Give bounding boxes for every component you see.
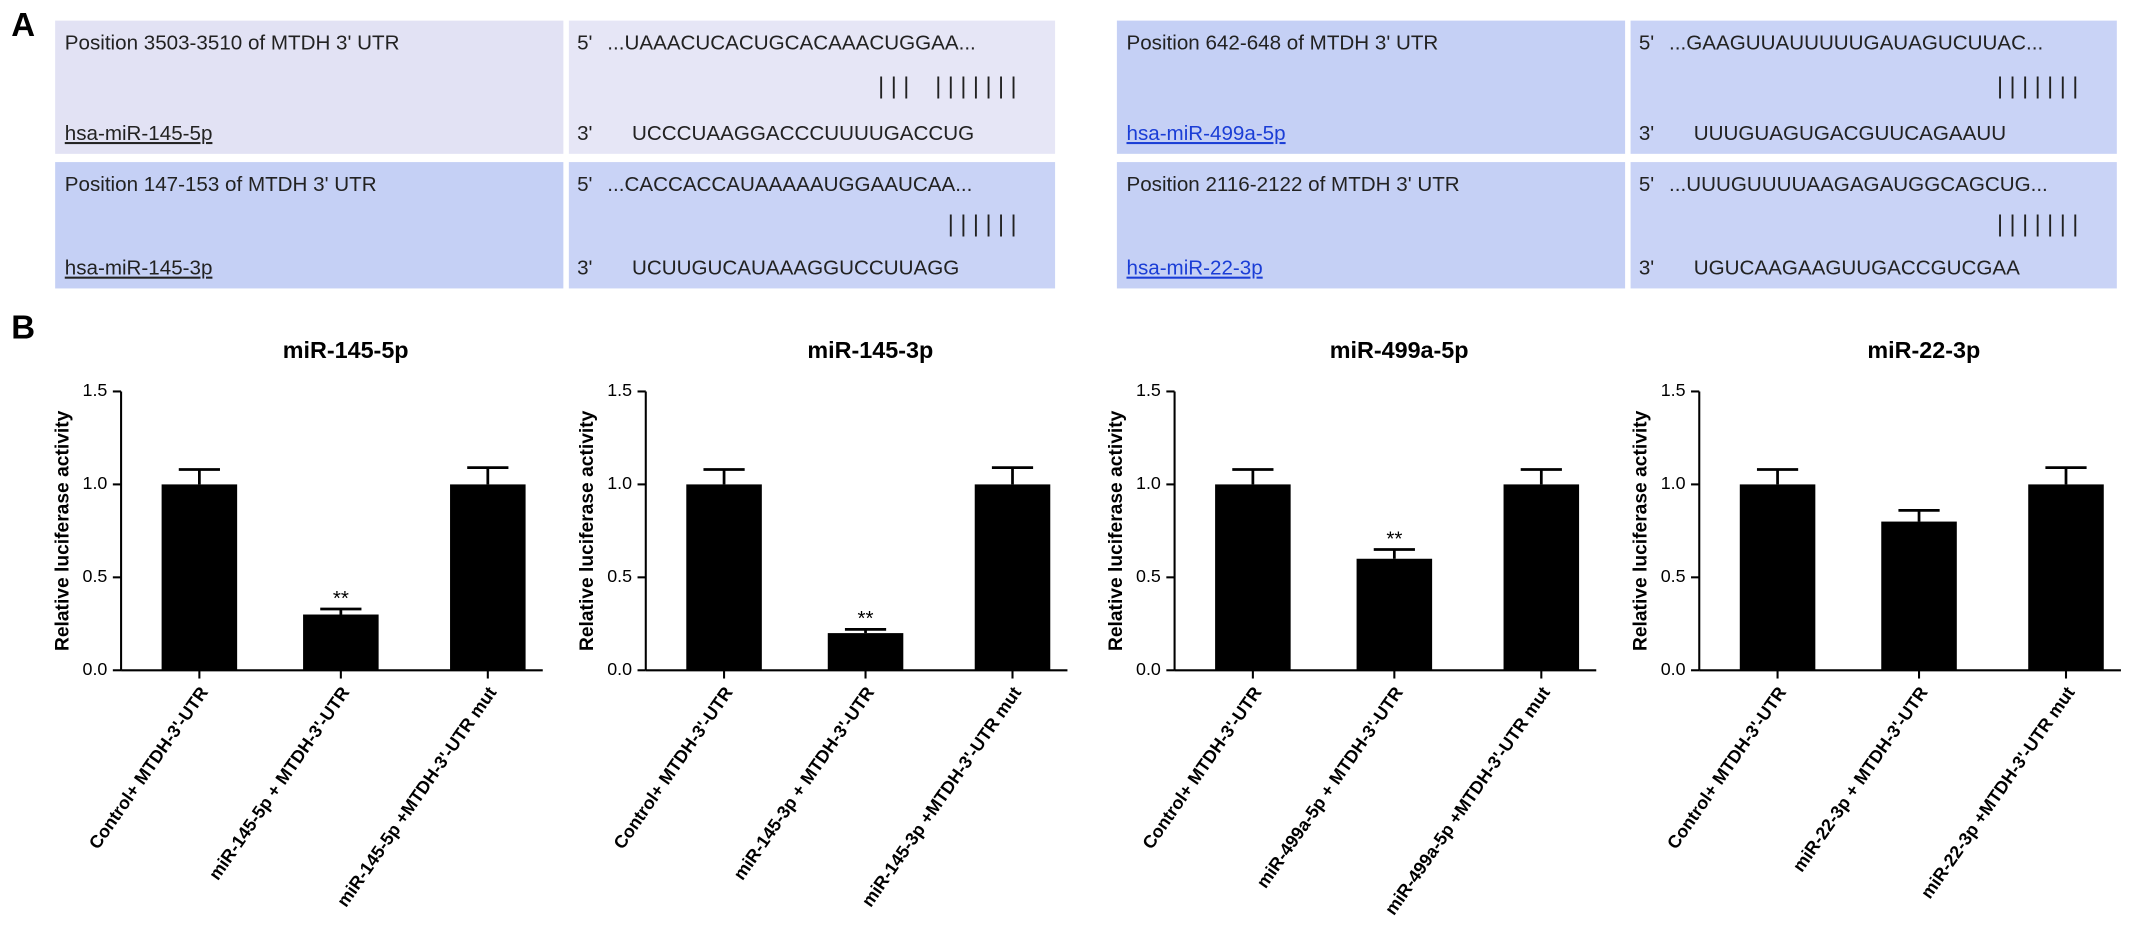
y-tick-label: 1.0: [1661, 473, 1686, 493]
panel-letter: A: [11, 6, 35, 43]
site-label: Position 147-153 of MTDH 3' UTR: [65, 173, 377, 196]
bar: [1881, 521, 1957, 671]
five-prime: 5': [577, 173, 592, 196]
x-tick-label: miR-145-3p + MTDH-3'-UTR: [729, 683, 878, 884]
label-cell: [1116, 162, 1626, 289]
y-tick-label: 1.0: [607, 473, 632, 493]
three-prime: 3': [577, 122, 592, 145]
bar: [2028, 484, 2104, 671]
sequence-cell: [1630, 20, 2117, 154]
y-tick-label: 1.5: [1661, 380, 1686, 400]
panel-letter: B: [11, 308, 35, 345]
significance-marker: **: [1386, 527, 1402, 550]
y-tick-label: 0.0: [607, 659, 632, 679]
five-prime: 5': [577, 31, 592, 54]
y-tick-label: 0.0: [1136, 659, 1161, 679]
chart-title: miR-145-5p: [283, 337, 409, 363]
bar: [827, 633, 904, 671]
bar: [1503, 484, 1580, 671]
significance-marker: **: [858, 607, 874, 630]
site-label: Position 642-648 of MTDH 3' UTR: [1127, 31, 1439, 54]
y-tick-label: 0.5: [83, 566, 108, 586]
x-tick-label: miR-22-3p + MTDH-3'-UTR: [1789, 683, 1932, 875]
y-axis-label: Relative luciferase activity: [577, 410, 598, 651]
chart-title: miR-22-3p: [1867, 337, 1980, 363]
target-seq: ...UUUGUUUUAAGAGAUGGCAGCUG...: [1669, 173, 2048, 196]
bar: [1356, 558, 1433, 671]
y-tick-label: 0.0: [83, 659, 108, 679]
bar: [303, 614, 379, 671]
x-tick-label: Control+ MTDH-3'-UTR: [610, 683, 737, 853]
x-tick-label: Control+ MTDH-3'-UTR: [1138, 683, 1265, 853]
mirna-name: hsa-miR-145-3p: [65, 257, 213, 280]
five-prime: 5': [1639, 173, 1654, 196]
mirna-seq: UGUCAAGAAGUUGACCGUCGAA: [1694, 257, 2020, 280]
x-tick-label: miR-145-3p +MTDH-3'-UTR mut: [858, 683, 1026, 910]
y-tick-label: 0.5: [1136, 566, 1161, 586]
site-label: Position 2116-2122 of MTDH 3' UTR: [1127, 173, 1460, 196]
y-axis-label: Relative luciferase activity: [1106, 410, 1127, 651]
label-cell: [1116, 20, 1626, 154]
x-tick-label: miR-22-3p +MTDH-3'-UTR mut: [1917, 683, 2079, 902]
mirna-name: hsa-miR-22-3p: [1127, 257, 1263, 280]
label-cell: [55, 20, 564, 154]
bar: [974, 484, 1051, 671]
mirna-name: hsa-miR-499a-5p: [1127, 122, 1286, 145]
y-tick-label: 1.5: [607, 380, 632, 400]
sequence-cell: [568, 20, 1056, 154]
three-prime: 3': [1639, 122, 1654, 145]
mirna-seq: UCCCUAAGGACCCUUUUGACCUG: [632, 122, 974, 145]
site-label: Position 3503-3510 of MTDH 3' UTR: [65, 31, 400, 54]
pairing: | | | | | |: [948, 210, 1017, 236]
five-prime: 5': [1639, 31, 1654, 54]
target-seq: ...UAAACUCACUGCACAAACUGGAA...: [607, 31, 975, 54]
x-tick-label: Control+ MTDH-3'-UTR: [1663, 683, 1790, 853]
y-tick-label: 0.0: [1661, 659, 1686, 679]
label-cell: [55, 162, 564, 289]
mirna-seq: UCUUGUCAUAAAGGUCCUUAGG: [632, 257, 959, 280]
x-tick-label: miR-145-5p +MTDH-3'-UTR mut: [333, 683, 501, 910]
y-tick-label: 1.0: [83, 473, 108, 493]
chart-title: miR-499a-5p: [1330, 337, 1469, 363]
bar: [1215, 484, 1291, 671]
y-tick-label: 0.5: [607, 566, 632, 586]
target-seq: ...GAAGUUAUUUUUGAUAGUCUUAC...: [1669, 31, 2043, 54]
bar: [1739, 484, 1816, 671]
pairing: | | | | | | |: [1997, 72, 2078, 98]
chart-title: miR-145-3p: [807, 337, 933, 363]
x-tick-label: miR-145-5p + MTDH-3'-UTR: [205, 683, 354, 884]
bar: [161, 484, 238, 671]
bar: [686, 484, 762, 671]
x-tick-label: miR-499a-5p +MTDH-3'-UTR mut: [1381, 683, 1554, 918]
mirna-seq: UUUGUAGUGACGUUCAGAAUU: [1694, 122, 2006, 145]
three-prime: 3': [1639, 257, 1654, 280]
y-tick-label: 1.0: [1136, 473, 1161, 493]
y-tick-label: 0.5: [1661, 566, 1686, 586]
sequence-cell: [568, 162, 1056, 289]
y-tick-label: 1.5: [1136, 380, 1161, 400]
y-axis-label: Relative luciferase activity: [52, 410, 73, 651]
sequence-cell: [1630, 162, 2117, 289]
significance-marker: **: [333, 587, 349, 610]
y-axis-label: Relative luciferase activity: [1631, 410, 1652, 651]
pairing: | | | | | | | | | |: [878, 72, 1016, 98]
y-tick-label: 1.5: [83, 380, 108, 400]
x-tick-label: Control+ MTDH-3'-UTR: [85, 683, 212, 853]
three-prime: 3': [577, 257, 592, 280]
mirna-name: hsa-miR-145-5p: [65, 122, 213, 145]
target-seq: ...CACCACCAUAAAAAUGGAAUCAA...: [607, 173, 972, 196]
pairing: | | | | | | |: [1997, 210, 2078, 236]
x-tick-label: miR-499a-5p + MTDH-3'-UTR: [1253, 683, 1408, 892]
bar: [450, 484, 526, 671]
